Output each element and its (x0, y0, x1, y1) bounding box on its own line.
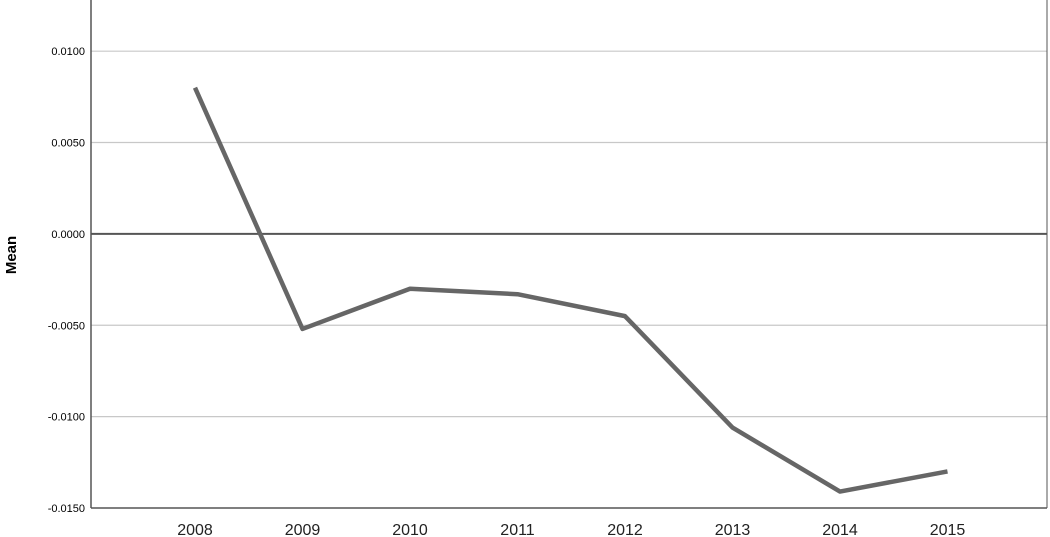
x-tick-label: 2010 (392, 522, 428, 537)
y-tick-labels: 0.0100 0.0050 0.0000 -0.0050 -0.0100 -0.0150 (48, 46, 85, 515)
grid-lines (91, 50, 1047, 418)
y-tick-label: 0.0100 (51, 46, 85, 58)
y-tick-label: -0.0100 (48, 412, 85, 424)
y-tick-label: -0.0050 (48, 320, 85, 332)
y-tick-label: 0.0050 (51, 138, 85, 150)
y-tick-label: -0.0150 (48, 503, 85, 515)
y-tick-label: 0.0000 (51, 229, 85, 241)
x-tick-label: 2014 (822, 522, 858, 537)
x-tick-label: 2015 (930, 522, 966, 537)
axes (90, 0, 1048, 509)
y-axis-title: Mean (3, 236, 20, 274)
x-tick-label: 2011 (500, 522, 535, 537)
x-tick-labels: 2008 2009 2010 2011 2012 2013 2014 2015 (177, 522, 965, 537)
series-line (192, 86, 948, 494)
x-tick-label: 2009 (285, 522, 321, 537)
x-tick-label: 2008 (177, 522, 213, 537)
series-layer (192, 86, 948, 494)
x-tick-label: 2012 (607, 522, 643, 537)
x-tick-label: 2013 (715, 522, 751, 537)
